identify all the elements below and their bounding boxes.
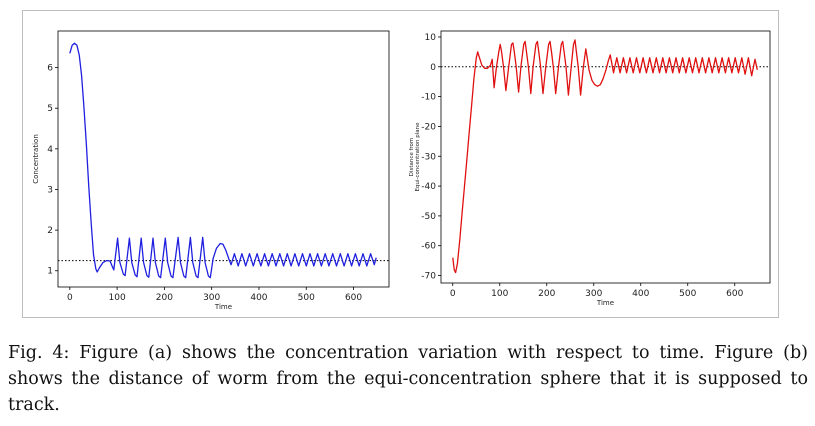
y-tick-label: -20 xyxy=(421,122,436,132)
y-tick-label: -40 xyxy=(421,182,436,192)
figure-container: 0 100 200 300 400 500 600 1 2 3 4 5 6 Time Concentrati… xyxy=(22,10,779,318)
x-tick-label: 0 xyxy=(450,289,456,299)
y-tick-label: -30 xyxy=(421,152,436,162)
x-tick-label: 200 xyxy=(156,293,173,303)
x-tick-label: 100 xyxy=(109,293,126,303)
y-tick-label: 5 xyxy=(47,104,53,114)
x-axis-label: Time xyxy=(214,303,232,311)
y-tick-label: 1 xyxy=(47,267,53,277)
y-tick-label: 6 xyxy=(47,64,53,74)
y-tick-label: -70 xyxy=(421,272,436,282)
x-tick-label: 500 xyxy=(298,293,315,303)
y-axis-label-line: Distance from xyxy=(409,138,415,177)
plot-frame xyxy=(57,30,390,288)
y-tick-label: -50 xyxy=(421,212,436,222)
y-tick-label: 10 xyxy=(425,33,437,43)
y-tick-label: -10 xyxy=(421,93,436,103)
y-tick-label: 2 xyxy=(47,226,53,236)
x-tick-label: 600 xyxy=(345,293,362,303)
x-axis-label: Time xyxy=(596,299,614,307)
plot-frame xyxy=(440,30,771,284)
x-tick-label: 400 xyxy=(250,293,267,303)
series-line-concentration xyxy=(69,42,377,279)
x-tick-label: 200 xyxy=(538,289,555,299)
y-tick-label: 0 xyxy=(430,63,436,73)
chart-panel-a: 0 100 200 300 400 500 600 1 2 3 4 5 6 Time Concentrati… xyxy=(32,30,390,311)
x-tick-label: 400 xyxy=(632,289,649,299)
y-tick-label: 4 xyxy=(47,145,53,155)
x-tick-label: 0 xyxy=(67,293,73,303)
figure-caption: Fig. 4: Figure (a) shows the concentrati… xyxy=(8,343,808,415)
y-tick-label: 3 xyxy=(47,185,53,195)
y-tick-label: -60 xyxy=(421,242,436,252)
x-tick-label: 100 xyxy=(491,289,508,299)
y-axis-label: Concentration xyxy=(32,134,40,184)
x-tick-label: 300 xyxy=(585,289,602,299)
series-line-distance xyxy=(452,39,758,274)
chart-panel-b: 0 100 200 300 400 500 600100-10-20-30-40-50-60… xyxy=(409,30,771,307)
y-axis-label-line: Equi-concentration plane xyxy=(415,122,421,192)
figure-svg: 0 100 200 300 400 500 600123456TimeConcentrati… xyxy=(32,30,771,311)
x-tick-label: 500 xyxy=(679,289,696,299)
x-tick-label: 300 xyxy=(203,293,220,303)
x-tick-label: 600 xyxy=(726,289,743,299)
